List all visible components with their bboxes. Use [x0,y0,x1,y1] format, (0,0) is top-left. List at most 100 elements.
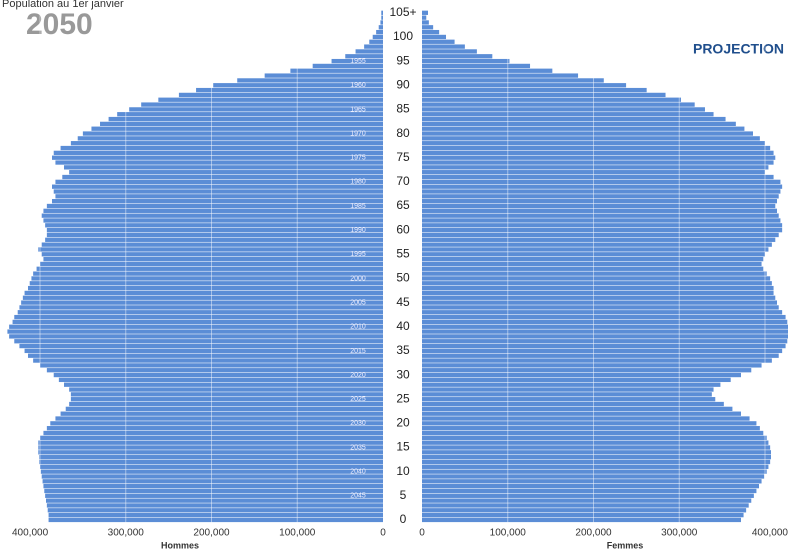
birth-year-label: 2040 [350,469,366,476]
age-label: 0 [400,512,407,526]
bar [422,54,493,59]
bar [178,92,383,98]
bar [422,170,765,175]
age-label: 65 [396,198,410,212]
bar [422,97,681,102]
bar [422,218,781,223]
bar [53,189,383,194]
bar [422,208,778,213]
birth-year-label: 2015 [350,348,366,355]
bar [422,165,769,170]
bar [43,218,384,223]
bar [422,319,788,325]
bar [422,78,604,83]
bar [264,73,383,78]
bar [31,276,384,281]
bar [40,363,383,368]
bar [380,20,383,25]
age-label: 105+ [389,5,416,19]
bar [55,194,384,199]
bar [422,493,754,498]
bar [43,430,384,436]
bar [33,358,383,363]
bar [422,406,733,412]
bar [117,112,384,117]
x-tick-label: 400,000 [12,528,49,539]
bar [422,426,760,431]
bar [55,416,384,421]
age-label: 40 [396,319,410,333]
bar [422,266,764,271]
bar [422,15,427,20]
bar [422,392,712,397]
bar [40,261,383,267]
bar [21,300,383,305]
bar [422,184,783,189]
bar [69,170,383,175]
bar [19,305,383,310]
birth-year-label: 1990 [350,227,366,234]
chart-title: 2050 [26,8,93,41]
bar [422,247,769,252]
bar [422,87,647,93]
bar [422,464,769,469]
x-tick-label: 0 [380,528,386,539]
bar [422,329,788,334]
bar [422,339,788,344]
bar [422,305,779,310]
bar [422,276,771,281]
age-label: 85 [396,102,410,116]
bar [38,450,383,455]
bar [422,411,741,416]
bar [422,353,779,358]
age-label: 60 [396,222,410,236]
bar [46,228,384,233]
age-label: 30 [396,367,410,381]
bar [422,20,429,25]
bar [422,174,774,180]
bar [422,387,714,392]
bar [12,319,384,325]
bar [45,493,384,498]
bar [44,488,383,494]
bar [422,271,767,276]
bar [91,126,383,131]
bar [378,25,383,30]
bar [422,421,757,426]
birth-year-label: 1975 [350,155,366,162]
bar [422,455,772,460]
bar [29,281,384,286]
bar [39,459,383,465]
bar [422,25,434,30]
bar [422,397,716,402]
bar [422,358,772,363]
bar [422,512,744,518]
bar [52,184,383,189]
birth-year-label: 1970 [350,130,366,137]
age-label: 90 [396,77,410,91]
birth-year-label: 2010 [350,324,366,331]
bar [60,145,383,151]
bar [42,479,383,484]
bar [422,416,750,421]
bar [27,285,384,291]
bar [422,459,771,465]
bar [38,445,383,450]
bar [422,382,721,387]
x-tick-label: 100,000 [490,528,527,539]
bar [422,29,440,35]
bar [14,314,384,320]
bar [422,112,714,117]
birth-year-label: 2000 [350,275,366,282]
bar [422,121,736,127]
bar [422,189,781,194]
age-label: 80 [396,126,410,140]
bar [158,97,383,102]
bar [422,150,774,156]
bar [41,474,384,479]
bar [422,232,779,238]
bar [70,397,384,402]
bar [46,426,384,431]
bar [422,242,772,247]
bar [422,300,778,305]
